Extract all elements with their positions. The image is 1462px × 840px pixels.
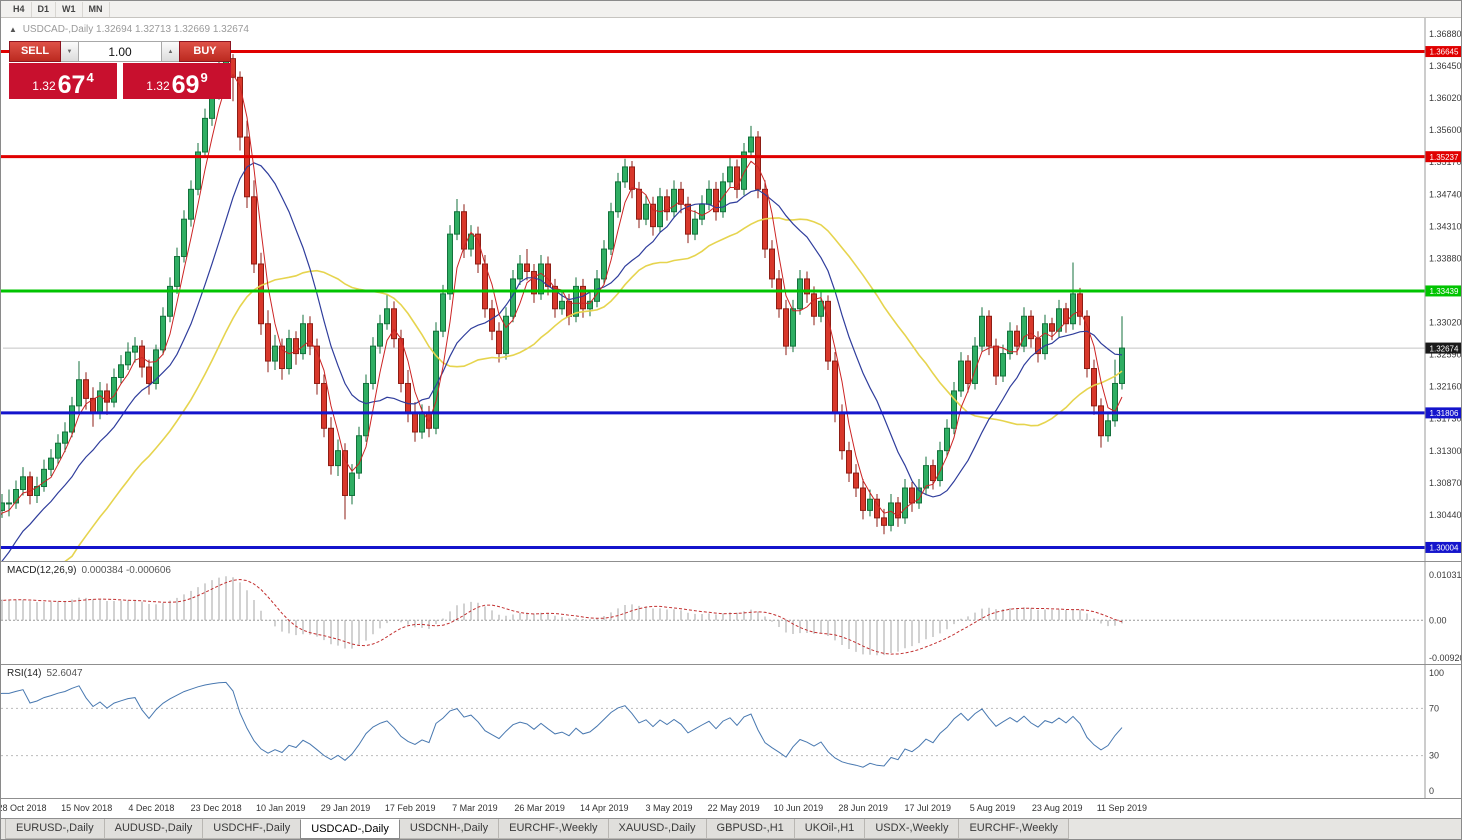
price-axis-label: 1.32160 (1429, 382, 1462, 392)
sell-price-tile[interactable]: 1.32 67 4 (9, 63, 117, 99)
price-axis-label: 1.30870 (1429, 478, 1462, 488)
chart-tab-audusd-daily[interactable]: AUDUSD-,Daily (103, 819, 204, 839)
timeframe-button-h4[interactable]: H4 (7, 1, 32, 17)
rsi-value: 52.6047 (46, 668, 83, 679)
macd-axis-label: 0.010311 (1429, 570, 1462, 580)
chart-tab-eurchf-weekly[interactable]: EURCHF-,Weekly (958, 819, 1069, 839)
timeframe-button-w1[interactable]: W1 (56, 1, 83, 17)
macd-axis-label: -0.00920 (1429, 653, 1462, 663)
price-axis-label: 1.33880 (1429, 253, 1462, 263)
price-axis-label: 1.33020 (1429, 318, 1462, 328)
price-line-badge: 1.31806 (1430, 409, 1459, 418)
time-axis-label: 10 Jan 2019 (256, 803, 306, 813)
chart-tab-eurusd-daily[interactable]: EURUSD-,Daily (5, 819, 105, 839)
rsi-axis-label: 0 (1429, 786, 1434, 796)
price-axis-label: 1.35600 (1429, 125, 1462, 135)
chart-tab-usdx-weekly[interactable]: USDX-,Weekly (864, 819, 960, 839)
sell-price-big: 67 (57, 71, 86, 99)
rsi-axis-label: 70 (1429, 703, 1439, 713)
macd-values: 0.000384 -0.000606 (81, 565, 171, 576)
chart-header: ▲ USDCAD-,Daily 1.32694 1.32713 1.32669 … (9, 24, 249, 35)
time-axis-label: 17 Feb 2019 (384, 803, 436, 813)
price-axis-label: 1.34310 (1429, 221, 1462, 231)
time-axis-label: 23 Aug 2019 (1031, 803, 1083, 813)
chart-symbol-period: USDCAD-,Daily (22, 24, 94, 35)
rsi-label: RSI(14) 52.6047 (7, 668, 83, 679)
price-axis-label: 1.32590 (1429, 350, 1462, 360)
price-line-badge: 1.33439 (1430, 287, 1459, 296)
sell-button[interactable]: SELL (9, 41, 61, 62)
price-line-badge: 1.30004 (1430, 544, 1459, 553)
price-axis-label: 1.35170 (1429, 157, 1462, 167)
volume-increase-icon[interactable]: ▲ (162, 41, 179, 62)
price-axis-label: 1.31300 (1429, 446, 1462, 456)
one-click-trade-panel: SELL ▼ ▲ BUY 1.32 67 4 1.32 69 9 (9, 41, 231, 99)
volume-input[interactable] (78, 41, 162, 62)
chart-tab-usdchf-daily[interactable]: USDCHF-,Daily (202, 819, 302, 839)
timeframe-toolbar: H4 D1 W1 MN (1, 1, 1461, 18)
rsi-panel: 100 70 30 0 RSI(14) 52.6047 (1, 664, 1462, 799)
time-axis-label: 28 Oct 2018 (0, 803, 47, 813)
buy-price-tile[interactable]: 1.32 69 9 (123, 63, 231, 99)
chart-tab-usdcnh-daily[interactable]: USDCNH-,Daily (398, 819, 500, 839)
chart-tab-bar: EURUSD-,Daily AUDUSD-,Daily USDCHF-,Daily U… (1, 818, 1461, 839)
timeframe-button-mn[interactable]: MN (83, 1, 110, 17)
time-axis-label: 29 Jan 2019 (320, 803, 371, 813)
price-axis-label: 1.34740 (1429, 189, 1462, 199)
price-axis-label: 1.36450 (1429, 61, 1462, 71)
price-line-badge: 1.32674 (1430, 344, 1459, 353)
time-axis-label: 7 Mar 2019 (452, 803, 498, 813)
time-axis-label: 17 Jul 2019 (904, 803, 952, 813)
time-axis-label: 3 May 2019 (645, 803, 693, 813)
price-line-badge: 1.36645 (1430, 48, 1459, 57)
time-axis-label: 5 Aug 2019 (969, 803, 1016, 813)
time-axis[interactable]: 28 Oct 2018 15 Nov 2018 4 Dec 2018 23 Dec 2… (0, 798, 1461, 818)
time-axis-label: 28 Jun 2019 (838, 803, 888, 813)
rsi-canvas[interactable]: 100 70 30 0 (1, 665, 1462, 799)
rsi-axis-label: 100 (1429, 668, 1444, 678)
price-axis-label: 1.30440 (1429, 510, 1462, 520)
price-chart-canvas[interactable]: 1.36880 1.36450 1.36020 1.35600 1.35170 1.347… (1, 18, 1462, 604)
time-axis-label: 4 Dec 2018 (128, 803, 175, 813)
sell-price-pip: 4 (86, 70, 94, 85)
chart-tab-eurchf-weekly[interactable]: EURCHF-,Weekly (498, 819, 609, 839)
time-axis-label: 22 May 2019 (707, 803, 760, 813)
time-axis-label: 11 Sep 2019 (1096, 803, 1148, 813)
chart-window: 1.36880 1.36450 1.36020 1.35600 1.35170 1.347… (1, 18, 1462, 604)
time-axis-label: 14 Apr 2019 (580, 803, 629, 813)
price-line-badge: 1.35237 (1430, 153, 1459, 162)
chart-tab-xauusd-daily[interactable]: XAUUSD-,Daily (607, 819, 707, 839)
macd-panel: 0.010311 0.00 -0.00920 MACD(12,26,9)0.0003… (1, 561, 1462, 665)
price-axis-label: 1.36880 (1429, 29, 1462, 39)
volume-decrease-icon[interactable]: ▼ (61, 41, 78, 62)
chart-direction-icon: ▲ (9, 25, 17, 34)
chart-tab-usdcad-daily[interactable]: USDCAD-,Daily (300, 819, 400, 839)
time-axis-label: 15 Nov 2018 (61, 803, 113, 813)
price-axis-label: 1.36020 (1429, 93, 1462, 103)
time-axis-label: 10 Jun 2019 (773, 803, 824, 813)
sell-price-prefix: 1.32 (32, 79, 56, 93)
time-axis-label: 23 Dec 2018 (190, 803, 242, 813)
macd-label: MACD(12,26,9) 0.000384 -0.000606 (7, 565, 171, 576)
macd-axis-label: 0.00 (1429, 615, 1447, 625)
buy-price-pip: 9 (200, 70, 208, 85)
chart-tab-gbpusd-h1[interactable]: GBPUSD-,H1 (705, 819, 795, 839)
chart-tab-ukoil-h1[interactable]: UKOil-,H1 (793, 819, 866, 839)
buy-price-big: 69 (171, 71, 200, 99)
macd-canvas[interactable]: 0.010311 0.00 -0.00920 (1, 562, 1462, 665)
rsi-axis-label: 30 (1429, 751, 1439, 761)
price-axis-label: 1.31730 (1429, 414, 1462, 424)
chart-quote-ohlc: 1.32694 1.32713 1.32669 1.32674 (96, 24, 249, 35)
time-axis-label: 26 Mar 2019 (514, 803, 565, 813)
timeframe-button-d1[interactable]: D1 (32, 1, 57, 17)
buy-button[interactable]: BUY (179, 41, 231, 62)
buy-price-prefix: 1.32 (146, 79, 170, 93)
